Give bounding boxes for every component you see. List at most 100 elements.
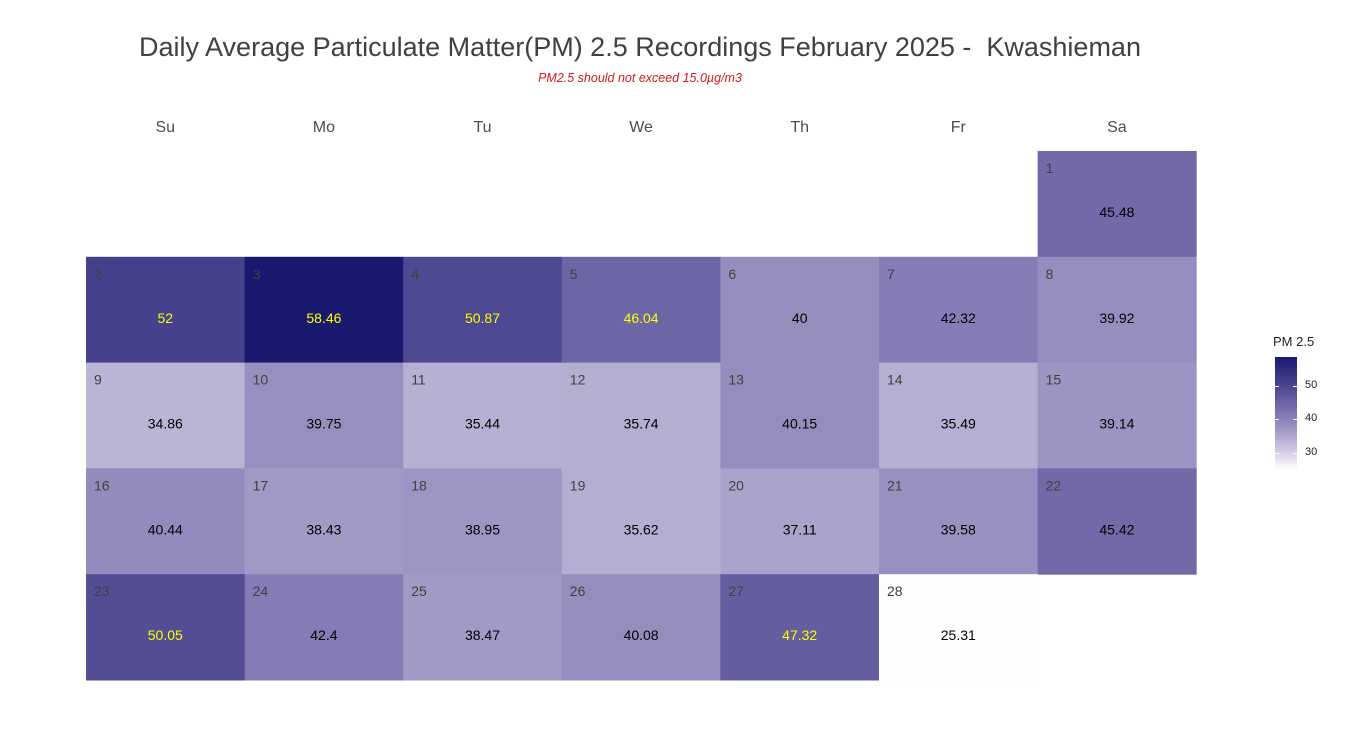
day-number: 15 (1046, 372, 1062, 388)
day-number: 28 (887, 583, 903, 599)
weekday-label: Tu (473, 119, 491, 136)
day-cell (86, 468, 246, 575)
day-number: 11 (411, 372, 426, 388)
day-cell (720, 256, 880, 364)
day-number: 12 (570, 372, 586, 388)
day-number: 1 (1046, 160, 1054, 176)
day-value-label: 39.58 (941, 521, 976, 537)
day-cell (403, 574, 563, 681)
day-number: 22 (1046, 477, 1062, 493)
day-cell (879, 468, 1039, 575)
day-number: 6 (728, 266, 736, 282)
day-value-label: 40.15 (782, 416, 817, 432)
day-number: 7 (887, 266, 895, 282)
legend-tick (1275, 419, 1279, 421)
day-number: 21 (887, 477, 903, 493)
day-value-label: 42.4 (310, 627, 337, 643)
weekday-label: Fr (951, 119, 967, 136)
weekday-label: Sa (1107, 119, 1127, 136)
day-cell (244, 256, 404, 364)
day-value-label: 47.32 (782, 627, 817, 643)
legend-tick (1275, 385, 1279, 387)
day-number: 19 (570, 477, 586, 493)
day-value-label: 50.05 (148, 627, 183, 643)
day-value-label: 39.92 (1099, 310, 1134, 326)
day-number: 4 (411, 266, 419, 282)
day-number: 23 (94, 583, 110, 599)
day-cell (244, 468, 404, 575)
day-number: 14 (887, 372, 903, 388)
day-value-label: 35.74 (624, 416, 659, 432)
day-number: 10 (253, 372, 269, 388)
day-value-label: 37.11 (783, 521, 817, 537)
legend-tick (1293, 453, 1297, 455)
chart-subtitle: PM2.5 should not exceed 15.0µg/m3 (538, 71, 742, 85)
day-number: 9 (94, 372, 102, 388)
day-cell (720, 468, 880, 575)
day-cell (403, 256, 563, 364)
day-value-label: 45.48 (1099, 204, 1134, 220)
day-cell (879, 256, 1039, 364)
legend-tick-label: 50 (1305, 378, 1318, 391)
day-cell (244, 574, 404, 681)
day-value-label: 39.75 (306, 416, 341, 432)
weekday-label: Th (790, 119, 809, 136)
day-value-label: 38.47 (465, 627, 500, 643)
day-number: 3 (253, 266, 261, 282)
day-cell (1037, 256, 1197, 364)
day-value-label: 58.46 (306, 310, 341, 326)
weekday-label: Mo (313, 119, 335, 136)
legend-tick-label: 30 (1305, 446, 1318, 459)
legend-tick-label: 40 (1305, 412, 1318, 425)
day-cell (720, 574, 880, 681)
day-cell (720, 362, 880, 469)
legend-colorbar (1275, 357, 1297, 470)
day-value-label: 40.08 (624, 627, 659, 643)
legend-tick (1293, 385, 1297, 387)
day-number: 24 (253, 583, 269, 599)
day-value-label: 38.95 (465, 521, 500, 537)
day-value-label: 34.86 (148, 416, 183, 432)
day-cell (86, 256, 246, 364)
weekday-label: Su (156, 119, 176, 136)
day-cell (403, 468, 563, 575)
day-cell (1037, 151, 1197, 258)
day-value-label: 40 (792, 310, 808, 326)
day-cell (561, 256, 721, 364)
weekday-label: We (629, 119, 653, 136)
legend: PM 2.5 30 40 50 (1268, 334, 1317, 470)
day-cell (561, 362, 721, 469)
day-number: 17 (253, 477, 269, 493)
day-value-label: 45.42 (1099, 521, 1134, 537)
day-cell (561, 468, 721, 575)
day-value-label: 25.31 (941, 627, 976, 643)
day-cell (1037, 362, 1197, 469)
day-value-label: 38.43 (306, 521, 341, 537)
day-number: 5 (570, 266, 578, 282)
day-value-label: 35.62 (624, 521, 659, 537)
day-cell (86, 574, 246, 681)
day-number: 18 (411, 477, 427, 493)
day-value-label: 35.44 (465, 416, 500, 432)
day-value-label: 35.49 (941, 416, 976, 432)
day-cell (244, 362, 404, 469)
day-value-label: 52 (158, 310, 174, 326)
legend-tick (1293, 419, 1297, 421)
day-value-label: 39.14 (1099, 416, 1134, 432)
legend-tick (1275, 453, 1279, 455)
day-cell (879, 362, 1039, 469)
day-number: 2 (94, 266, 102, 282)
legend-title: PM 2.5 (1273, 334, 1315, 349)
day-cell (86, 362, 246, 469)
day-number: 8 (1046, 266, 1054, 282)
day-number: 25 (411, 583, 427, 599)
chart-title: Daily Average Particulate Matter(PM) 2.5… (139, 32, 1141, 62)
day-value-label: 46.04 (624, 310, 659, 326)
day-number: 13 (728, 372, 744, 388)
day-value-label: 40.44 (148, 521, 183, 537)
day-value-label: 42.32 (941, 310, 976, 326)
day-cell (403, 362, 563, 469)
day-cell (1037, 468, 1197, 575)
day-number: 27 (728, 583, 744, 599)
